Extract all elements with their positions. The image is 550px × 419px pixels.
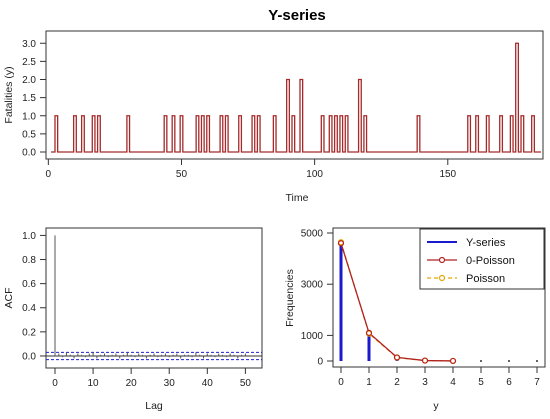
- y-axis-label: Fatalities (y): [3, 66, 15, 123]
- x-axis: 0 10 20 30 40 50: [52, 368, 251, 389]
- x-tick-label: 150: [439, 169, 456, 180]
- y-tick-label: 0.5: [22, 129, 36, 140]
- zero-poisson-point: [393, 354, 401, 361]
- y-tick-label: 0.6: [22, 279, 36, 290]
- x-tick-label: 7: [534, 377, 540, 388]
- x-axis-label: y: [433, 400, 439, 412]
- x-tick-label: 2: [394, 377, 400, 388]
- y-series-panel: Y-series 0.0 0.5 1.0 1.5 2.0 2.5 3.0 0 50 100 150…: [3, 7, 544, 204]
- legend: Y-series 0-Poisson Poisson: [419, 228, 545, 290]
- x-tick-label: 1: [366, 377, 372, 388]
- x-tick-label: 0: [52, 378, 58, 389]
- x-tick-label: 30: [164, 378, 176, 389]
- y-tick-label: 0.2: [22, 327, 36, 338]
- y-tick-label: 5000: [301, 229, 324, 240]
- x-tick-label: 3: [422, 377, 428, 388]
- x-tick-label: 10: [88, 378, 100, 389]
- zero-poisson-point: [421, 357, 429, 364]
- y-axis: 0 1000 3000 5000: [301, 229, 333, 368]
- zero-poisson-point: [365, 329, 373, 336]
- zero-poisson-point: [449, 357, 457, 365]
- x-tick-label: 0: [338, 377, 344, 388]
- y-axis: 0.0 0.5 1.0 1.5 2.0 2.5 3.0: [22, 39, 46, 159]
- y-tick-label: 2.0: [22, 75, 36, 86]
- y-tick-label: 3000: [301, 280, 324, 291]
- plot-frame: [45, 227, 263, 369]
- y-axis-label: ACF: [3, 288, 15, 309]
- y-tick-label: 1.0: [22, 231, 36, 242]
- y-axis: 0.0 0.2 0.4 0.6 0.8 1.0: [22, 231, 46, 362]
- x-tick-label: 6: [506, 377, 512, 388]
- y-tick-label: 0.0: [22, 148, 36, 159]
- acf-panel: 0.0 0.2 0.4 0.6 0.8 1.0 0 10 20 30 40 50 Lag ACF: [3, 227, 263, 412]
- frequency-panel: 0 1000 3000 5000 0 1 2 3 4 5 6 7 y Frequencies Y-s…: [284, 227, 546, 412]
- plot-frame: [332, 227, 546, 368]
- y-tick-label: 2.5: [22, 57, 36, 68]
- x-tick-label: 5: [478, 377, 484, 388]
- legend-label: Y-series: [466, 237, 506, 249]
- y-tick-label: 1000: [301, 331, 324, 342]
- y-series-line: [51, 42, 541, 153]
- y-axis-label: Frequencies: [284, 269, 296, 327]
- x-axis-label: Time: [286, 192, 309, 204]
- y-tick-label: 1.5: [22, 93, 36, 104]
- legend-label: 0-Poisson: [466, 255, 515, 267]
- y-tick-label: 0: [317, 357, 323, 368]
- x-axis: 0 50 100 150: [46, 159, 457, 180]
- legend-marker: [438, 274, 446, 282]
- x-tick-label: 4: [450, 377, 456, 388]
- y-tick-label: 0.8: [22, 255, 36, 266]
- x-axis: 0 1 2 3 4 5 6 7: [338, 367, 540, 388]
- x-tick-label: 50: [240, 378, 252, 389]
- plot-frame: [45, 30, 544, 160]
- y-tick-label: 0.4: [22, 303, 36, 314]
- acf-bars: [46, 235, 262, 361]
- y-tick-label: 1.0: [22, 111, 36, 122]
- legend-label: Poisson: [466, 273, 505, 285]
- x-axis-label: Lag: [145, 400, 163, 412]
- frequency-marks: [337, 239, 538, 365]
- y-tick-label: 3.0: [22, 39, 36, 50]
- zero-poisson-point: [337, 240, 345, 247]
- x-tick-label: 40: [202, 378, 214, 389]
- x-tick-label: 20: [126, 378, 138, 389]
- x-tick-label: 50: [176, 169, 188, 180]
- chart-title: Y-series: [268, 7, 326, 24]
- x-tick-label: 0: [46, 169, 52, 180]
- y-tick-label: 0.0: [22, 351, 36, 362]
- legend-marker: [438, 256, 446, 264]
- x-tick-label: 100: [306, 169, 323, 180]
